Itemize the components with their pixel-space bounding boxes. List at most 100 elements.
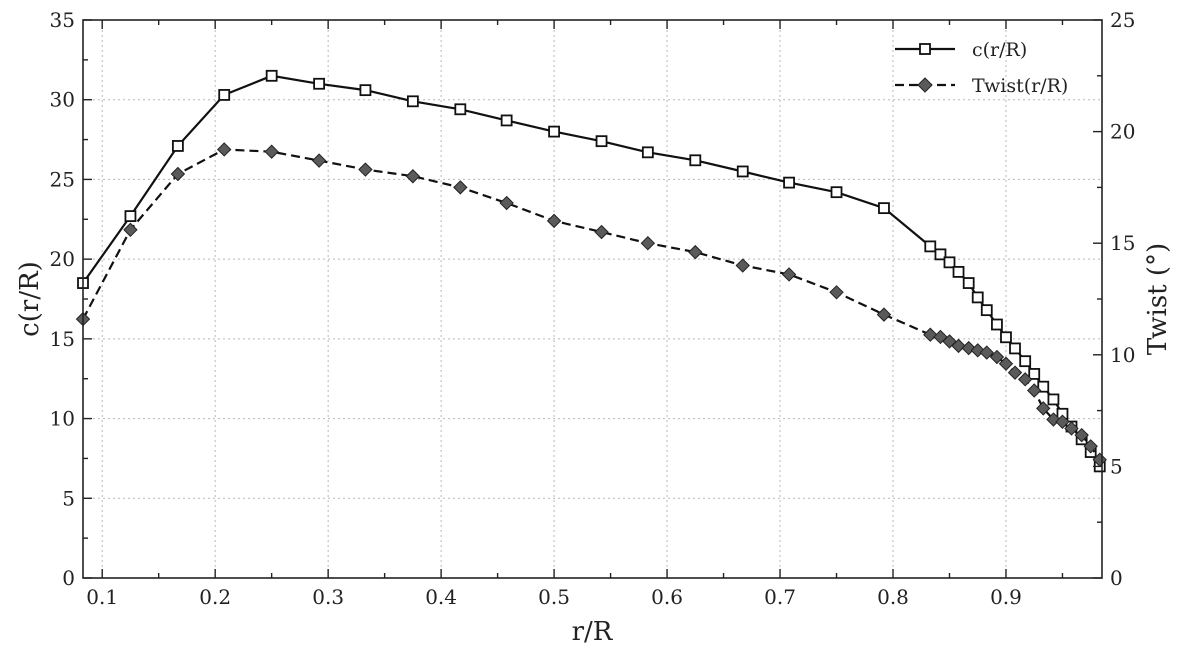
y-tick-label: 20 bbox=[50, 247, 75, 271]
axis-ticks bbox=[83, 19, 1102, 579]
chord-point bbox=[689, 154, 702, 167]
chord-point bbox=[595, 135, 608, 148]
chord-point bbox=[548, 125, 560, 138]
chord-point bbox=[1019, 355, 1032, 368]
twist-point bbox=[781, 267, 797, 282]
x-tick-label: 0.7 bbox=[764, 585, 796, 609]
twist-line bbox=[82, 148, 1101, 461]
twist-point bbox=[1083, 439, 1098, 454]
chord-point bbox=[359, 84, 372, 97]
twist-point bbox=[1017, 372, 1033, 387]
y2-tick-label: 20 bbox=[1110, 120, 1135, 144]
chord-point bbox=[924, 240, 937, 253]
twist-point bbox=[311, 153, 327, 168]
chord-point bbox=[971, 291, 984, 304]
chord-point bbox=[991, 318, 1003, 331]
twist-point bbox=[170, 166, 186, 182]
chord-point bbox=[454, 103, 467, 116]
x-tick-label: 0.6 bbox=[651, 585, 683, 609]
plot-area bbox=[75, 69, 1107, 473]
twist-point bbox=[1074, 427, 1089, 443]
y2-tick-label: 10 bbox=[1110, 343, 1135, 367]
legend-label-twist: Twist(r/R) bbox=[972, 75, 1068, 97]
legend-label-c: c(r/R) bbox=[972, 39, 1027, 61]
y-tick-label: 25 bbox=[50, 167, 75, 191]
legend-marker-twist bbox=[917, 77, 933, 93]
twist-point bbox=[876, 307, 892, 322]
x-tick-label: 0.8 bbox=[877, 585, 909, 609]
chord-point bbox=[1000, 331, 1012, 344]
y2-tick-label: 15 bbox=[1110, 231, 1135, 255]
x-tick-label: 0.2 bbox=[199, 585, 231, 609]
x-tick-label: 0.9 bbox=[990, 585, 1022, 609]
twist-point bbox=[358, 162, 373, 177]
twist-point bbox=[1036, 401, 1051, 416]
legend-marker-c bbox=[919, 43, 931, 55]
chord-point bbox=[1047, 393, 1060, 406]
y-tick-label: 15 bbox=[50, 327, 75, 351]
chord-point bbox=[980, 304, 993, 317]
chord-point bbox=[934, 248, 947, 261]
chord-point bbox=[218, 89, 231, 101]
chord-point bbox=[265, 69, 278, 82]
y-tick-label: 0 bbox=[62, 566, 75, 590]
chord-point bbox=[878, 202, 890, 215]
chord-point bbox=[783, 176, 795, 189]
y-tick-label: 30 bbox=[50, 88, 75, 112]
chord-point bbox=[830, 186, 843, 199]
chord-point bbox=[962, 277, 975, 289]
chord-point bbox=[313, 77, 326, 90]
twist-point bbox=[594, 224, 609, 240]
twist-point bbox=[640, 235, 656, 251]
twist-point bbox=[735, 258, 750, 273]
twist-point bbox=[688, 244, 703, 260]
twist-point bbox=[951, 338, 966, 354]
chord-point bbox=[406, 95, 419, 108]
tick-labels: 0.1 0.2 0.3 0.4 0.5 0.6 0.7 0.8 0.9 0 5 10 15 20 25 30 3… bbox=[50, 8, 1136, 609]
twist-point bbox=[1027, 383, 1042, 398]
y2-tick-label: 25 bbox=[1110, 8, 1135, 32]
twist-point bbox=[123, 222, 138, 238]
x-tick-label: 0.4 bbox=[425, 585, 457, 609]
twist-point bbox=[989, 349, 1005, 365]
chord-point bbox=[1009, 342, 1021, 355]
twist-point bbox=[264, 144, 279, 159]
legend: c(r/R) Twist(r/R) bbox=[895, 39, 1068, 97]
twist-point bbox=[979, 345, 994, 360]
y2-tick-label: 0 bbox=[1110, 566, 1123, 590]
twist-point bbox=[829, 285, 844, 300]
y-tick-label: 35 bbox=[50, 8, 75, 32]
twist-point bbox=[499, 195, 514, 211]
x-tick-label: 0.3 bbox=[312, 585, 344, 609]
chord-point bbox=[1028, 368, 1041, 380]
chord-point bbox=[171, 140, 184, 152]
chord-point bbox=[124, 210, 137, 222]
twist-point bbox=[217, 142, 232, 157]
twist-point bbox=[998, 356, 1014, 371]
y-axis-title: c(r/R) bbox=[15, 261, 45, 337]
chord-point bbox=[641, 146, 654, 159]
twist-point bbox=[942, 334, 957, 349]
twist-point bbox=[970, 343, 985, 358]
twist-point bbox=[1064, 421, 1079, 436]
chord-point bbox=[736, 165, 749, 178]
x-tick-label: 0.5 bbox=[538, 585, 570, 609]
x-tick-label: 0.1 bbox=[86, 585, 118, 609]
plot-frame bbox=[82, 19, 1103, 579]
twist-point bbox=[405, 169, 421, 184]
twist-point bbox=[1007, 365, 1023, 380]
twist-point bbox=[453, 180, 468, 195]
chord-point bbox=[1037, 380, 1050, 393]
chord-point bbox=[500, 114, 513, 127]
twist-point bbox=[923, 327, 938, 342]
grid bbox=[83, 20, 1102, 578]
twist-point bbox=[546, 213, 562, 229]
x-axis-title: r/R bbox=[572, 617, 614, 647]
chord-line bbox=[82, 74, 1101, 467]
chord-point bbox=[952, 265, 965, 278]
y2-axis-title: Twist (°) bbox=[1143, 243, 1173, 355]
y-tick-label: 5 bbox=[62, 486, 75, 510]
chord-point bbox=[943, 256, 956, 269]
y-tick-label: 10 bbox=[50, 407, 75, 431]
